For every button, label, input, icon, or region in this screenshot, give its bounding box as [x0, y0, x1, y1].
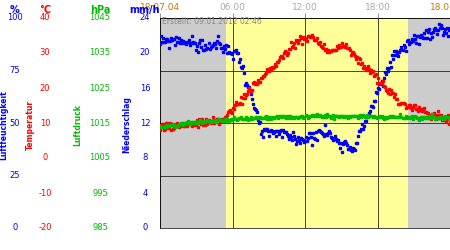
Text: -20: -20: [38, 224, 52, 232]
Text: Luftfeuchtigkeit: Luftfeuchtigkeit: [0, 90, 9, 160]
Text: 50: 50: [10, 118, 20, 128]
Text: 75: 75: [10, 66, 20, 75]
Text: 0: 0: [42, 154, 48, 162]
Text: 24: 24: [140, 14, 150, 22]
Text: 100: 100: [7, 14, 23, 22]
Text: 1015: 1015: [90, 118, 111, 128]
Bar: [226, 18, 408, 228]
Bar: [408, 18, 450, 228]
Text: °C: °C: [39, 5, 51, 15]
Text: 16: 16: [140, 84, 150, 92]
Text: 985: 985: [92, 224, 108, 232]
Text: 1025: 1025: [90, 84, 111, 92]
Text: 995: 995: [92, 188, 108, 198]
Text: Temperatur: Temperatur: [26, 100, 35, 150]
Text: 30: 30: [40, 48, 50, 58]
Text: -10: -10: [38, 188, 52, 198]
Text: 10: 10: [40, 118, 50, 128]
Bar: [160, 18, 226, 228]
Text: 12: 12: [140, 118, 150, 128]
Text: 40: 40: [40, 14, 50, 22]
Text: %: %: [10, 5, 20, 15]
Text: 4: 4: [142, 188, 148, 198]
Text: 0: 0: [13, 224, 18, 232]
Text: 8: 8: [142, 154, 148, 162]
Text: 25: 25: [10, 171, 20, 180]
Text: Luftdruck: Luftdruck: [73, 104, 82, 146]
Text: 1035: 1035: [90, 48, 111, 58]
Text: 1005: 1005: [90, 154, 111, 162]
Text: 1045: 1045: [90, 14, 111, 22]
Text: 20: 20: [140, 48, 150, 58]
Text: 0: 0: [142, 224, 148, 232]
Text: mm/h: mm/h: [130, 5, 160, 15]
Text: 20: 20: [40, 84, 50, 92]
Text: hPa: hPa: [90, 5, 110, 15]
Text: Niederschlag: Niederschlag: [122, 96, 131, 154]
Text: Erstellt: 09.01.2012 02:46: Erstellt: 09.01.2012 02:46: [162, 17, 262, 26]
